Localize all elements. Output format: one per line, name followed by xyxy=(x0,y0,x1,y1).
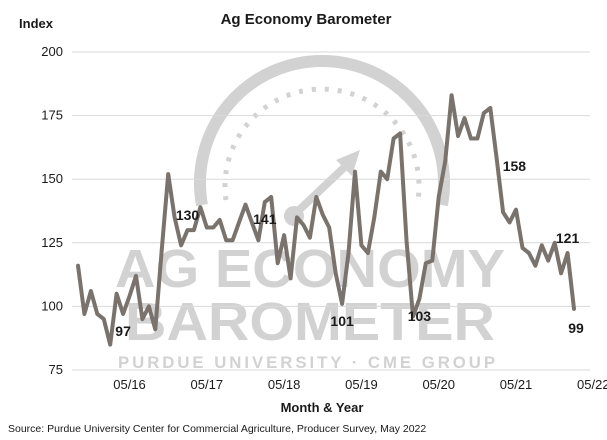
data-label: 158 xyxy=(503,158,527,174)
x-tick-label: 05/22 xyxy=(577,377,607,392)
y-axis-label: Index xyxy=(19,16,54,31)
watermark-line3: PURDUE UNIVERSITY · CME GROUP xyxy=(118,353,498,372)
watermark: AG ECONOMY BAROMETER PURDUE UNIVERSITY ·… xyxy=(115,55,505,372)
series-layer xyxy=(76,93,576,347)
x-tick-label: 05/19 xyxy=(345,377,378,392)
y-tick-label: 100 xyxy=(41,298,63,313)
data-label: 99 xyxy=(568,320,584,336)
y-tick-label: 75 xyxy=(49,362,63,377)
data-labels: 97 130 141 101 103 158 121 99 xyxy=(115,158,584,339)
x-tick-label: 05/21 xyxy=(500,377,533,392)
chart-title: Ag Economy Barometer xyxy=(221,11,392,28)
x-tick-label: 05/20 xyxy=(422,377,455,392)
x-tick-label: 05/16 xyxy=(113,377,146,392)
data-label: 97 xyxy=(115,323,131,339)
y-tick-label: 175 xyxy=(41,108,63,123)
series-line xyxy=(76,93,576,347)
watermark-line1: AG ECONOMY xyxy=(115,239,505,299)
y-axis-ticks: 75 100 125 150 175 200 xyxy=(41,44,63,377)
data-label: 141 xyxy=(253,211,277,227)
x-axis-ticks: 05/16 05/17 05/18 05/19 05/20 05/21 05/22 xyxy=(113,377,607,392)
data-label: 121 xyxy=(556,230,580,246)
y-tick-label: 150 xyxy=(41,171,63,186)
data-label: 103 xyxy=(408,308,432,324)
x-tick-label: 05/17 xyxy=(191,377,224,392)
data-label: 130 xyxy=(176,207,200,223)
y-tick-label: 125 xyxy=(41,235,63,250)
data-label: 101 xyxy=(330,313,354,329)
source-note: Source: Purdue University Center for Com… xyxy=(8,423,426,435)
gauge-arrow-icon xyxy=(194,55,450,226)
x-axis-label: Month & Year xyxy=(281,400,364,415)
y-tick-label: 200 xyxy=(41,44,63,59)
x-tick-label: 05/18 xyxy=(268,377,301,392)
watermark-line2: BAROMETER xyxy=(125,292,495,352)
